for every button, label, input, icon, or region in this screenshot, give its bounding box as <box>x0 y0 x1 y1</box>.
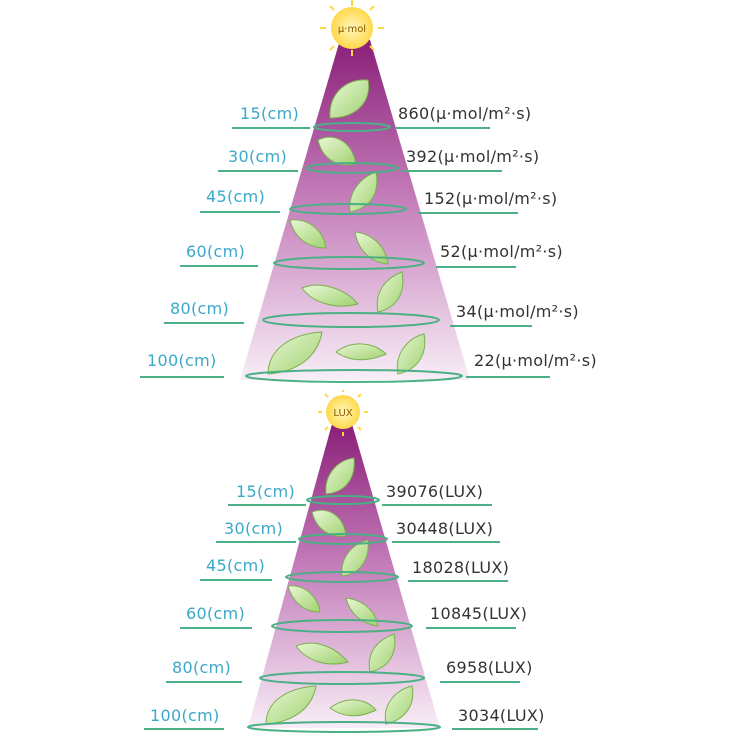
sun-label: μ·mol <box>338 24 366 35</box>
leaf-icon <box>384 685 414 725</box>
leader-line <box>450 325 532 327</box>
ring-15cm <box>306 495 380 505</box>
leaf-icon <box>354 231 389 265</box>
ring-80cm <box>259 671 425 685</box>
ring-100cm <box>245 369 463 383</box>
leaf-icon <box>289 219 327 249</box>
value-label: 392(μ·mol/m²·s) <box>406 147 540 166</box>
leader-line <box>436 266 516 268</box>
distance-label: 100(cm) <box>147 351 217 370</box>
value-label: 22(μ·mol/m²·s) <box>474 351 597 370</box>
ring-30cm <box>298 533 388 545</box>
lux-diagram: LUX 15(cm) 39076(LUX) 30(cm) 30448(LUX) … <box>0 390 750 750</box>
light-cone-lux: LUX <box>247 390 441 733</box>
ring-80cm <box>262 312 440 328</box>
ring-45cm <box>285 571 399 583</box>
distance-label: 45(cm) <box>206 556 266 575</box>
leader-line <box>200 211 280 213</box>
leader-line <box>395 127 490 129</box>
ring-15cm <box>313 122 391 132</box>
value-label: 34(μ·mol/m²·s) <box>456 302 579 321</box>
distance-rings <box>247 495 441 733</box>
leaf-icon <box>311 509 347 537</box>
distance-label: 60(cm) <box>186 604 246 623</box>
distance-label: 80(cm) <box>172 658 232 677</box>
value-label: 10845(LUX) <box>430 604 528 623</box>
distance-label: 15(cm) <box>236 482 296 501</box>
value-label: 18028(LUX) <box>412 558 510 577</box>
leader-line <box>382 504 492 506</box>
leaf-icon <box>345 597 379 627</box>
value-label: 52(μ·mol/m²·s) <box>440 242 563 261</box>
leaf-icon <box>325 457 355 495</box>
leader-line <box>408 580 508 582</box>
ring-45cm <box>289 203 407 215</box>
leader-line <box>418 212 518 214</box>
leaf-icon <box>329 79 370 119</box>
ring-60cm <box>273 256 425 270</box>
leader-line <box>218 170 298 172</box>
leader-line <box>180 265 258 267</box>
ring-30cm <box>305 162 399 174</box>
leaf-icon <box>329 699 377 717</box>
leader-line <box>180 627 252 629</box>
sun-icon <box>318 390 368 436</box>
leader-line <box>200 579 272 581</box>
ring-100cm <box>247 721 441 733</box>
leaf-icon <box>396 333 426 375</box>
distance-label: 80(cm) <box>170 299 230 318</box>
value-label: 152(μ·mol/m²·s) <box>424 189 558 208</box>
leaf-icon <box>267 331 323 375</box>
distance-rings <box>245 122 463 383</box>
value-label: 860(μ·mol/m²·s) <box>398 104 532 123</box>
distance-label: 100(cm) <box>150 706 220 725</box>
distance-label: 30(cm) <box>224 519 284 538</box>
leader-line <box>402 170 502 172</box>
distance-label: 15(cm) <box>240 104 300 123</box>
leader-line <box>426 627 516 629</box>
leader-line <box>392 541 500 543</box>
leader-line <box>166 681 242 683</box>
sun-icon <box>320 0 384 56</box>
distance-label: 60(cm) <box>186 242 246 261</box>
ppfd-diagram: μ·mol 15(cm) 860(μ·mol/m²·s) 30(cm) 392(… <box>140 0 597 383</box>
leader-line <box>440 681 520 683</box>
distance-label: 45(cm) <box>206 187 266 206</box>
distance-label: 30(cm) <box>228 147 288 166</box>
leader-line <box>144 728 224 730</box>
leader-line <box>216 541 296 543</box>
leaf-icon <box>295 642 349 665</box>
value-label: 39076(LUX) <box>386 482 484 501</box>
value-label: 6958(LUX) <box>446 658 533 677</box>
leader-line <box>228 504 306 506</box>
light-cone-ppfd: μ·mol <box>240 0 470 383</box>
value-label: 3034(LUX) <box>458 706 545 725</box>
leader-line <box>140 376 224 378</box>
leaf-icon <box>301 284 359 307</box>
sun-label: LUX <box>333 408 352 419</box>
leader-line <box>452 728 538 730</box>
leaf-icon <box>376 271 404 313</box>
leader-line <box>466 376 550 378</box>
value-label: 30448(LUX) <box>396 519 494 538</box>
leaf-icon <box>287 585 321 613</box>
leaf-icon <box>265 685 317 725</box>
leaf-icon <box>335 343 387 361</box>
leader-line <box>232 127 310 129</box>
ring-60cm <box>271 619 413 633</box>
leaf-icon <box>368 633 396 673</box>
leader-line <box>164 322 244 324</box>
